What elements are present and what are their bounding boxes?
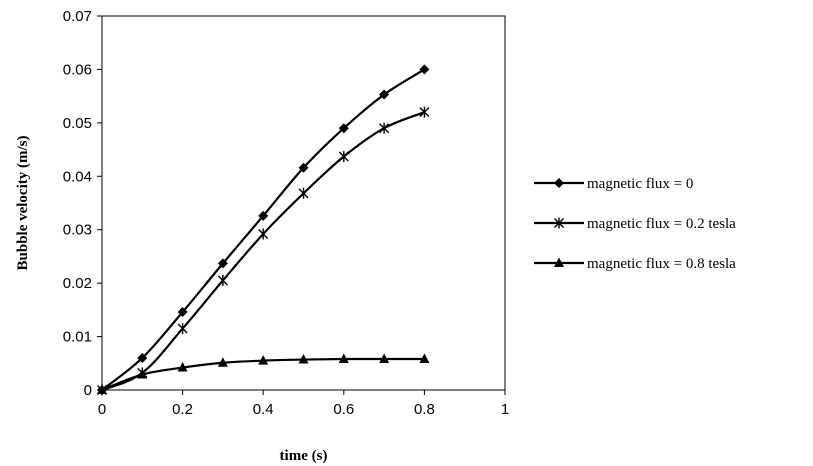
data-point-diamond xyxy=(338,123,349,134)
x-tick-label: 0.4 xyxy=(253,401,274,418)
legend-item: magnetic flux = 0 xyxy=(534,176,693,192)
data-point-triangle xyxy=(419,353,430,364)
data-point-triangle xyxy=(379,353,390,364)
data-point-diamond xyxy=(379,89,390,100)
y-tick-label: 0.01 xyxy=(63,329,92,346)
series-1 xyxy=(97,64,430,395)
x-axis: 0 0.2 0.4 0.6 0.8 1 xyxy=(98,390,509,418)
data-point-diamond xyxy=(554,178,564,188)
data-point-diamond xyxy=(298,162,309,173)
data-point-asterisk xyxy=(177,323,188,335)
x-axis-title: time (s) xyxy=(280,448,328,464)
data-point-triangle xyxy=(177,362,188,372)
plot-frame xyxy=(101,15,506,391)
data-point-triangle xyxy=(137,369,148,379)
y-tick-label: 0.03 xyxy=(63,222,92,239)
data-point-diamond xyxy=(217,258,228,269)
plot-area xyxy=(101,15,506,391)
data-point-triangle xyxy=(338,353,349,364)
x-tick-label: 0.6 xyxy=(333,401,354,418)
y-tick-label: 0.06 xyxy=(63,61,92,78)
data-point-asterisk xyxy=(217,274,228,286)
legend-label: magnetic flux = 0 xyxy=(587,176,693,192)
legend: magnetic flux = 0 magnetic flux = 0.2 tes… xyxy=(534,176,736,272)
x-tick-label: 0.8 xyxy=(414,401,435,418)
legend-item: magnetic flux = 0.8 tesla xyxy=(534,256,736,272)
y-tick-label: 0.07 xyxy=(63,8,92,25)
y-axis-title: Bubble velocity (m/s) xyxy=(15,136,31,271)
x-tick-label: 1 xyxy=(501,401,509,418)
series-3 xyxy=(97,353,430,394)
legend-label: magnetic flux = 0.8 tesla xyxy=(587,256,736,272)
data-point-asterisk xyxy=(379,122,390,134)
data-point-diamond xyxy=(419,64,430,75)
data-point-triangle xyxy=(97,384,107,394)
series-2 xyxy=(97,106,430,396)
legend-item: magnetic flux = 0.2 tesla xyxy=(534,216,736,232)
series-layer xyxy=(97,64,430,396)
data-point-triangle xyxy=(258,355,269,365)
data-point-triangle xyxy=(217,357,228,367)
y-axis: 0 0.01 0.02 0.03 0.04 0.05 0.06 0.07 xyxy=(63,8,102,399)
data-point-diamond xyxy=(137,352,148,363)
y-tick-label: 0 xyxy=(84,382,92,399)
data-point-asterisk xyxy=(338,151,349,163)
y-tick-label: 0.05 xyxy=(63,115,92,132)
data-point-diamond xyxy=(258,210,269,221)
data-point-triangle xyxy=(298,354,309,364)
legend-label: magnetic flux = 0.2 tesla xyxy=(587,216,736,232)
data-point-asterisk xyxy=(554,217,564,229)
x-tick-label: 0.2 xyxy=(172,401,193,418)
x-tick-label: 0 xyxy=(98,401,106,418)
y-tick-label: 0.04 xyxy=(63,168,92,185)
y-tick-label: 0.02 xyxy=(63,275,92,292)
data-point-triangle xyxy=(554,257,564,267)
data-point-asterisk xyxy=(298,187,309,199)
data-point-asterisk xyxy=(419,106,430,118)
data-point-diamond xyxy=(177,306,188,317)
data-point-asterisk xyxy=(258,228,269,240)
